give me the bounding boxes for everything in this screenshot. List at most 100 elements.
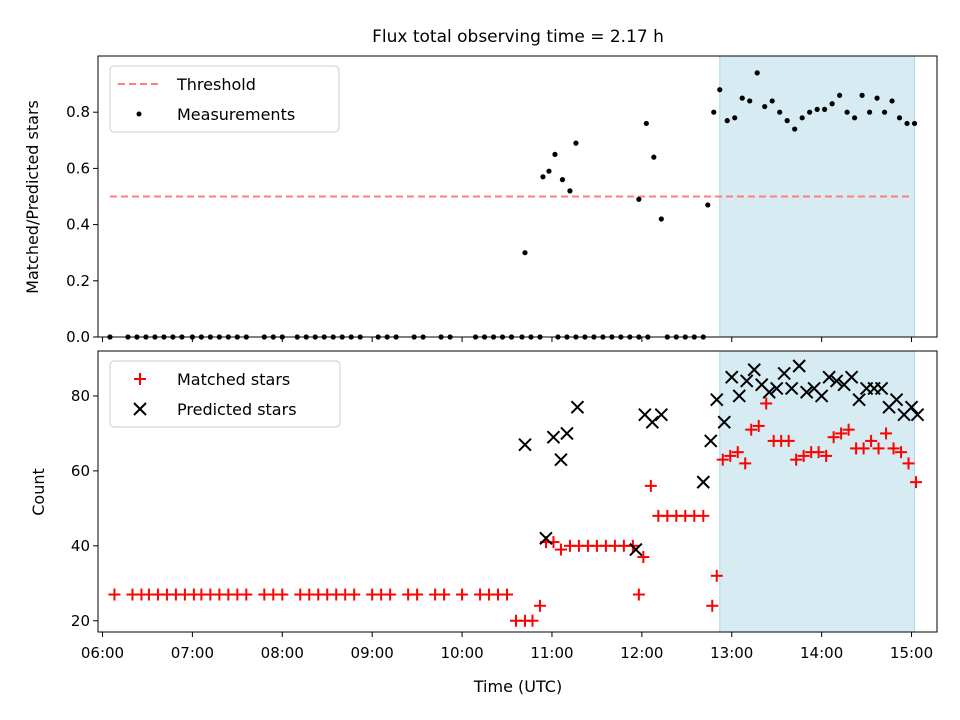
predicted-star-point bbox=[654, 407, 669, 422]
predicted-star-point bbox=[704, 434, 718, 448]
matched-star-point bbox=[842, 423, 855, 436]
measurement-point bbox=[552, 151, 558, 157]
measurement-point bbox=[844, 109, 850, 115]
matched-star-point bbox=[276, 588, 289, 601]
measurement-point bbox=[754, 70, 760, 76]
matched-star-point bbox=[820, 449, 833, 462]
legend-matched-swatch bbox=[134, 373, 146, 385]
matched-star-point bbox=[716, 453, 729, 466]
matched-star-point bbox=[872, 442, 885, 455]
predicted-star-point bbox=[784, 381, 799, 396]
x-tick-label: 06:00 bbox=[81, 644, 124, 662]
measurement-point bbox=[711, 109, 717, 115]
measurement-point bbox=[739, 95, 745, 101]
predicted-star-point bbox=[762, 385, 776, 399]
measurement-point bbox=[822, 106, 828, 112]
measurement-point bbox=[889, 98, 895, 104]
predicted-star-point bbox=[570, 400, 585, 414]
top-x-ticks bbox=[101, 337, 913, 342]
top-panel: 0.00.20.40.60.8 Matched/Predicted stars … bbox=[23, 55, 938, 346]
predicted-star-point bbox=[777, 366, 791, 381]
top-legend: Threshold Measurements bbox=[109, 65, 340, 133]
measurement-point bbox=[784, 118, 790, 124]
matched-star-point bbox=[710, 569, 723, 582]
matched-star-point bbox=[745, 423, 758, 436]
measurement-point bbox=[724, 118, 730, 124]
measurement-point bbox=[762, 103, 768, 110]
matched-star-point bbox=[706, 599, 719, 612]
matched-star-point bbox=[880, 427, 893, 440]
y-tick-label: 40 bbox=[71, 537, 90, 555]
predicted-star-point bbox=[732, 389, 746, 403]
predicted-star-point bbox=[629, 542, 643, 557]
matched-star-point bbox=[752, 419, 765, 432]
y-tick-label: 0.4 bbox=[66, 216, 90, 234]
x-axis-label: Time (UTC) bbox=[473, 677, 562, 696]
bottom-plot-area bbox=[108, 359, 925, 627]
measurement-point bbox=[651, 154, 657, 160]
measurement-point bbox=[837, 92, 843, 98]
measurement-point bbox=[522, 250, 528, 256]
matched-star-point bbox=[438, 588, 451, 601]
measurement-point bbox=[814, 106, 820, 112]
measurement-point bbox=[911, 120, 918, 127]
bottom-y-ticks: 20 40 60 80 bbox=[71, 387, 98, 630]
x-tick-label: 14:00 bbox=[800, 644, 843, 662]
matched-star-point bbox=[632, 588, 645, 601]
matched-star-point bbox=[533, 599, 546, 612]
matched-star-point bbox=[760, 397, 773, 410]
matched-star-point bbox=[697, 509, 710, 522]
matched-star-point bbox=[782, 434, 795, 447]
measurement-point bbox=[559, 177, 566, 183]
predicted-star-point bbox=[904, 400, 919, 414]
measurement-point bbox=[747, 98, 753, 104]
legend-measurements-swatch bbox=[136, 111, 142, 117]
y-tick-label: 80 bbox=[71, 387, 90, 405]
matched-star-point bbox=[835, 427, 848, 440]
matched-star-point bbox=[501, 588, 514, 601]
measurement-point bbox=[567, 188, 573, 194]
measurement-point bbox=[874, 95, 880, 101]
measurement-point bbox=[732, 115, 738, 121]
bottom-y-axis-label: Count bbox=[29, 468, 48, 516]
predicted-star-point bbox=[539, 531, 553, 546]
measurement-point bbox=[896, 115, 903, 121]
matched-star-point bbox=[724, 449, 737, 462]
x-tick-label: 08:00 bbox=[261, 644, 304, 662]
measurement-point bbox=[573, 140, 579, 146]
measurement-point bbox=[859, 92, 865, 98]
matched-star-point bbox=[895, 446, 908, 459]
matched-star-point bbox=[902, 457, 915, 470]
measurement-point bbox=[643, 120, 649, 127]
matched-star-point bbox=[526, 614, 539, 627]
matched-star-point bbox=[739, 457, 752, 470]
matched-star-point bbox=[790, 453, 803, 466]
matched-star-point bbox=[865, 434, 878, 447]
predicted-star-point bbox=[844, 370, 859, 384]
y-tick-label: 20 bbox=[71, 612, 90, 630]
measurement-point bbox=[807, 109, 813, 115]
legend-predicted-swatch bbox=[133, 402, 147, 416]
x-tick-label: 11:00 bbox=[530, 644, 573, 662]
matched-star-point bbox=[456, 588, 469, 601]
predicted-star-point bbox=[546, 430, 561, 444]
matched-star-point bbox=[384, 588, 397, 601]
measurement-point bbox=[546, 168, 552, 174]
measurement-point bbox=[904, 120, 910, 127]
matched-star-point bbox=[348, 588, 361, 601]
measurement-point bbox=[866, 109, 873, 115]
measurement-point bbox=[799, 115, 805, 121]
y-tick-label: 0.2 bbox=[66, 272, 90, 290]
measurement-point bbox=[777, 109, 783, 115]
legend-threshold-label: Threshold bbox=[176, 75, 256, 94]
predicted-star-point bbox=[747, 363, 761, 377]
x-tick-label: 07:00 bbox=[171, 644, 214, 662]
matched-star-point bbox=[644, 479, 657, 492]
predicted-star-point bbox=[792, 359, 806, 373]
top-axes-frame bbox=[97, 55, 938, 338]
legend-predicted-label: Predicted stars bbox=[177, 400, 297, 419]
bottom-axes-frame bbox=[97, 350, 938, 633]
y-tick-label: 0.0 bbox=[66, 328, 90, 346]
predicted-star-point bbox=[874, 381, 889, 396]
